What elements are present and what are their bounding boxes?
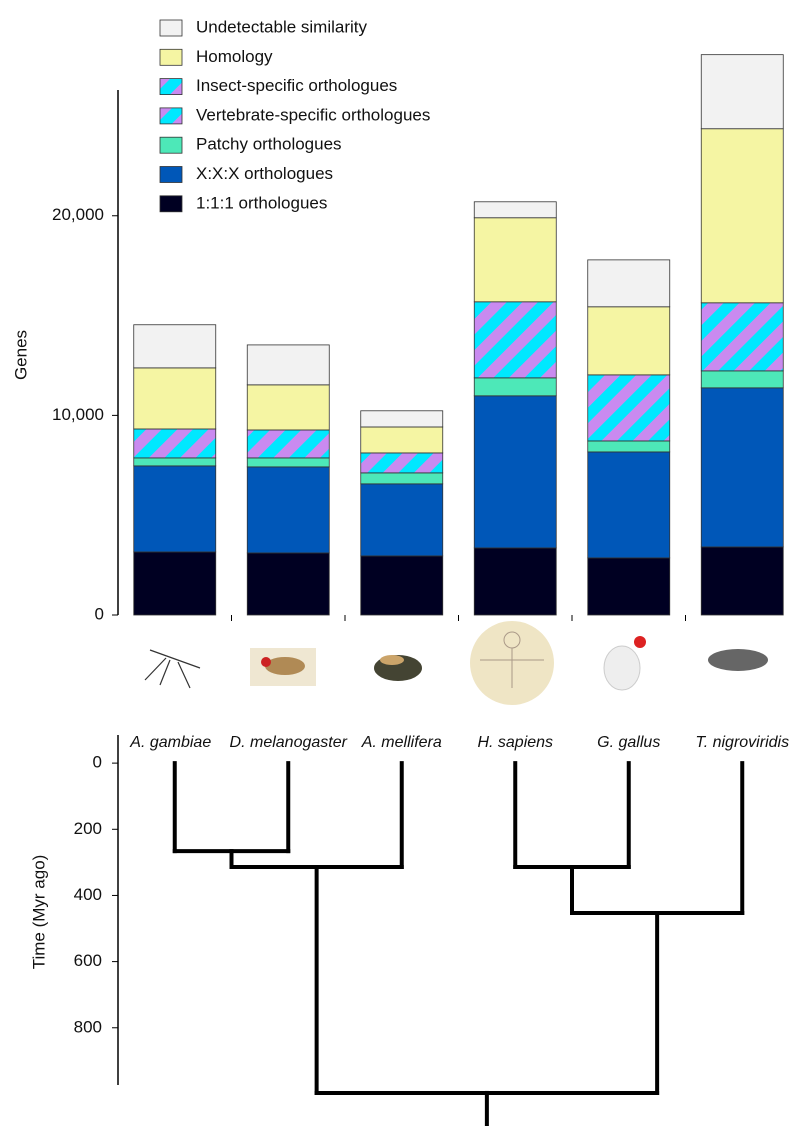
- bar-segment: [246, 466, 330, 554]
- legend-swatch: [159, 195, 183, 213]
- bar-segment: [587, 557, 671, 616]
- animal-icons: [144, 621, 768, 705]
- legend-label: X:X:X orthologues: [196, 164, 333, 183]
- bar-segment: [700, 546, 784, 616]
- bar-segment: [246, 457, 330, 468]
- bar-segment: [360, 483, 444, 557]
- y-tick-label: 0: [95, 604, 104, 623]
- species-label: A. gambiae: [129, 734, 211, 751]
- bar-segment: [133, 465, 217, 553]
- y-tick-label: 800: [74, 1017, 102, 1036]
- bar-segment: [246, 344, 330, 386]
- bar-segment: [360, 410, 444, 428]
- legend-swatch: [159, 19, 183, 37]
- species-label: D. melanogaster: [230, 734, 348, 751]
- bar-segment: [700, 128, 784, 304]
- bar-segment: [360, 452, 444, 474]
- legend-label: 1:1:1 orthologues: [196, 193, 327, 212]
- bar-segment: [700, 387, 784, 548]
- species-label: H. sapiens: [477, 734, 553, 751]
- bar-segment: [473, 301, 557, 379]
- bar-segment: [587, 259, 671, 308]
- legend-label: Vertebrate-specific orthologues: [196, 105, 430, 124]
- legend-swatch: [159, 136, 183, 154]
- bar-segment: [360, 426, 444, 454]
- bar-segment: [133, 428, 217, 459]
- bar-segment: [587, 374, 671, 442]
- bar-segment: [587, 440, 671, 453]
- species-label: G. gallus: [597, 734, 660, 751]
- bar-segment: [360, 472, 444, 485]
- bar-segment: [473, 217, 557, 303]
- bar-segment: [246, 429, 330, 459]
- bar-segment: [700, 370, 784, 389]
- species-label: A. mellifera: [361, 734, 442, 751]
- legend-label: Homology: [196, 47, 273, 66]
- legend-label: Undetectable similarity: [196, 17, 368, 36]
- legend-swatch: [159, 78, 183, 95]
- y-tick-label: 200: [74, 819, 102, 838]
- y-tick-label: 0: [93, 753, 102, 772]
- bar-segment: [133, 551, 217, 616]
- y-tick-label: 20,000: [52, 205, 104, 224]
- bar-segment: [473, 377, 557, 397]
- y-tick-label: 10,000: [52, 405, 104, 424]
- legend-swatch: [159, 166, 183, 183]
- y-tick-label: 600: [74, 951, 102, 970]
- bar-segment: [246, 552, 330, 616]
- y-axis-label: Genes: [11, 330, 30, 380]
- legend-label: Insect-specific orthologues: [196, 76, 397, 95]
- legend-swatch: [159, 48, 183, 66]
- bar-segment: [587, 451, 671, 559]
- bar-segment: [700, 302, 784, 372]
- bar-segment: [473, 547, 557, 616]
- bar-segment: [246, 384, 330, 431]
- bar-segment: [133, 324, 217, 369]
- bar-segment: [473, 395, 557, 549]
- bar-segment: [473, 201, 557, 219]
- y-axis-label: Time (Myr ago): [29, 855, 48, 970]
- bar-segment: [133, 367, 217, 430]
- legend-label: Patchy orthologues: [196, 135, 342, 154]
- species-label: T. nigroviridis: [695, 734, 789, 751]
- bar-segment: [587, 306, 671, 376]
- bar-segment: [133, 457, 217, 467]
- legend-swatch: [159, 107, 183, 125]
- bar-segment: [360, 555, 444, 616]
- y-tick-label: 400: [74, 885, 102, 904]
- bar-segment: [700, 54, 784, 130]
